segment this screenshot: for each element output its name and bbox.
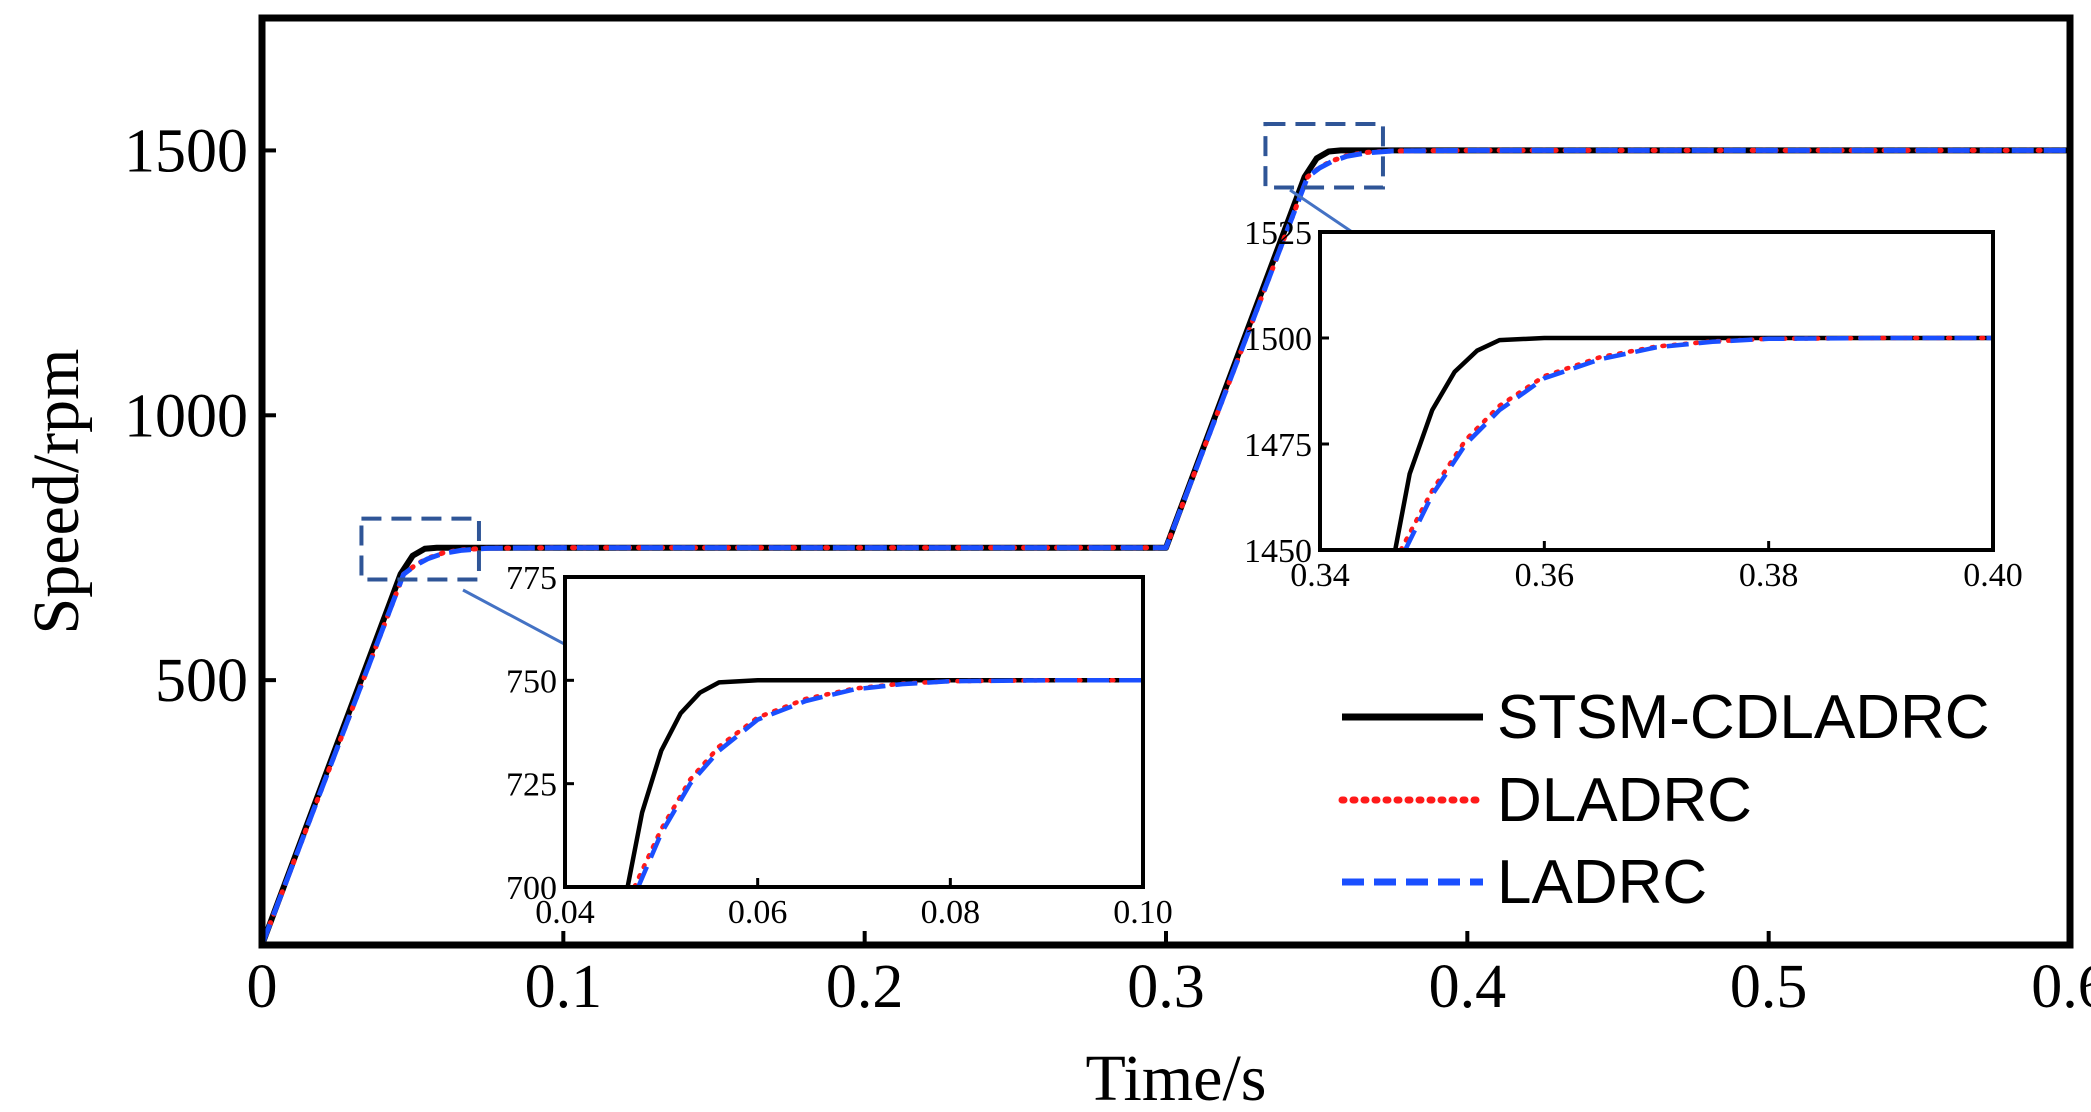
- x-tick-label: 0.1: [525, 953, 603, 1021]
- inset-x-tick-label: 0.38: [1739, 557, 1799, 594]
- inset-y-tick-label: 725: [506, 767, 557, 804]
- inset-y-tick-label: 775: [506, 560, 557, 597]
- inset-lines: [1392, 335, 1993, 550]
- inset-low-plot: 0.04 0.06 0.08 0.10 700 725 750 775: [506, 560, 1173, 931]
- inset-y-tick-label: 700: [506, 870, 557, 907]
- x-tick-label: 0.5: [1730, 953, 1808, 1021]
- x-tick-label: 0.2: [826, 953, 904, 1021]
- inset-line-ladrc: [636, 678, 1143, 887]
- zoom-box: [1263, 121, 1385, 190]
- inset-high-plot: 0.34 0.36 0.38 0.40 1450 1475 1500 1525: [1244, 215, 2023, 594]
- inset-background: [565, 577, 1143, 887]
- legend-label-dladrc: DLADRC: [1497, 766, 1752, 835]
- inset-frame: [1318, 230, 1995, 552]
- inset-lines: [625, 678, 1143, 887]
- x-tick-label: 0.6: [2031, 953, 2091, 1021]
- y-tick-label: 1500: [124, 117, 248, 185]
- y-axis-label: Speed/rpm: [20, 349, 93, 635]
- x-tick-label: 0.4: [1429, 953, 1507, 1021]
- main-line-ladrc: [259, 147, 2070, 946]
- inset-x-tick-label: 0.10: [1113, 894, 1173, 931]
- main-plot-lines: [259, 147, 2073, 948]
- x-tick-label: 0.3: [1127, 953, 1205, 1021]
- x-axis-label: Time/s: [1086, 1042, 1267, 1112]
- main-axis-ticks: 0 0.1 0.2 0.3 0.4 0.5 0.6 500 1000 1500: [124, 117, 2091, 1021]
- inset-y-tick-label: 750: [506, 663, 557, 700]
- inset-y-tick-label: 1500: [1244, 321, 1312, 358]
- inset-x-tick-label: 0.08: [921, 894, 981, 931]
- y-tick-label: 1000: [124, 382, 248, 450]
- legend-label-ladrc: LADRC: [1497, 848, 1707, 917]
- inset-x-tick-label: 0.34: [1290, 557, 1350, 594]
- inset-y-tick-label: 1475: [1244, 427, 1312, 464]
- x-tick-label: 0: [247, 953, 278, 1021]
- inset-x-tick-label: 0.04: [535, 894, 595, 931]
- inset-frame: [563, 575, 1145, 889]
- inset-background: [1320, 232, 1993, 550]
- inset-x-tick-label: 0.40: [1963, 557, 2023, 594]
- inset-x-tick-label: 0.36: [1515, 557, 1575, 594]
- inset-x-tick-label: 0.06: [728, 894, 788, 931]
- legend-label-stsm-cdladrc: STSM-CDLADRC: [1497, 683, 1990, 752]
- inset-line-ladrc: [1403, 335, 1993, 550]
- inset-y-tick-label: 1450: [1244, 533, 1312, 570]
- legend: STSM-CDLADRC DLADRC LADRC: [1338, 683, 1990, 917]
- inset-y-tick-label: 1525: [1244, 215, 1312, 252]
- y-tick-label: 500: [155, 647, 248, 715]
